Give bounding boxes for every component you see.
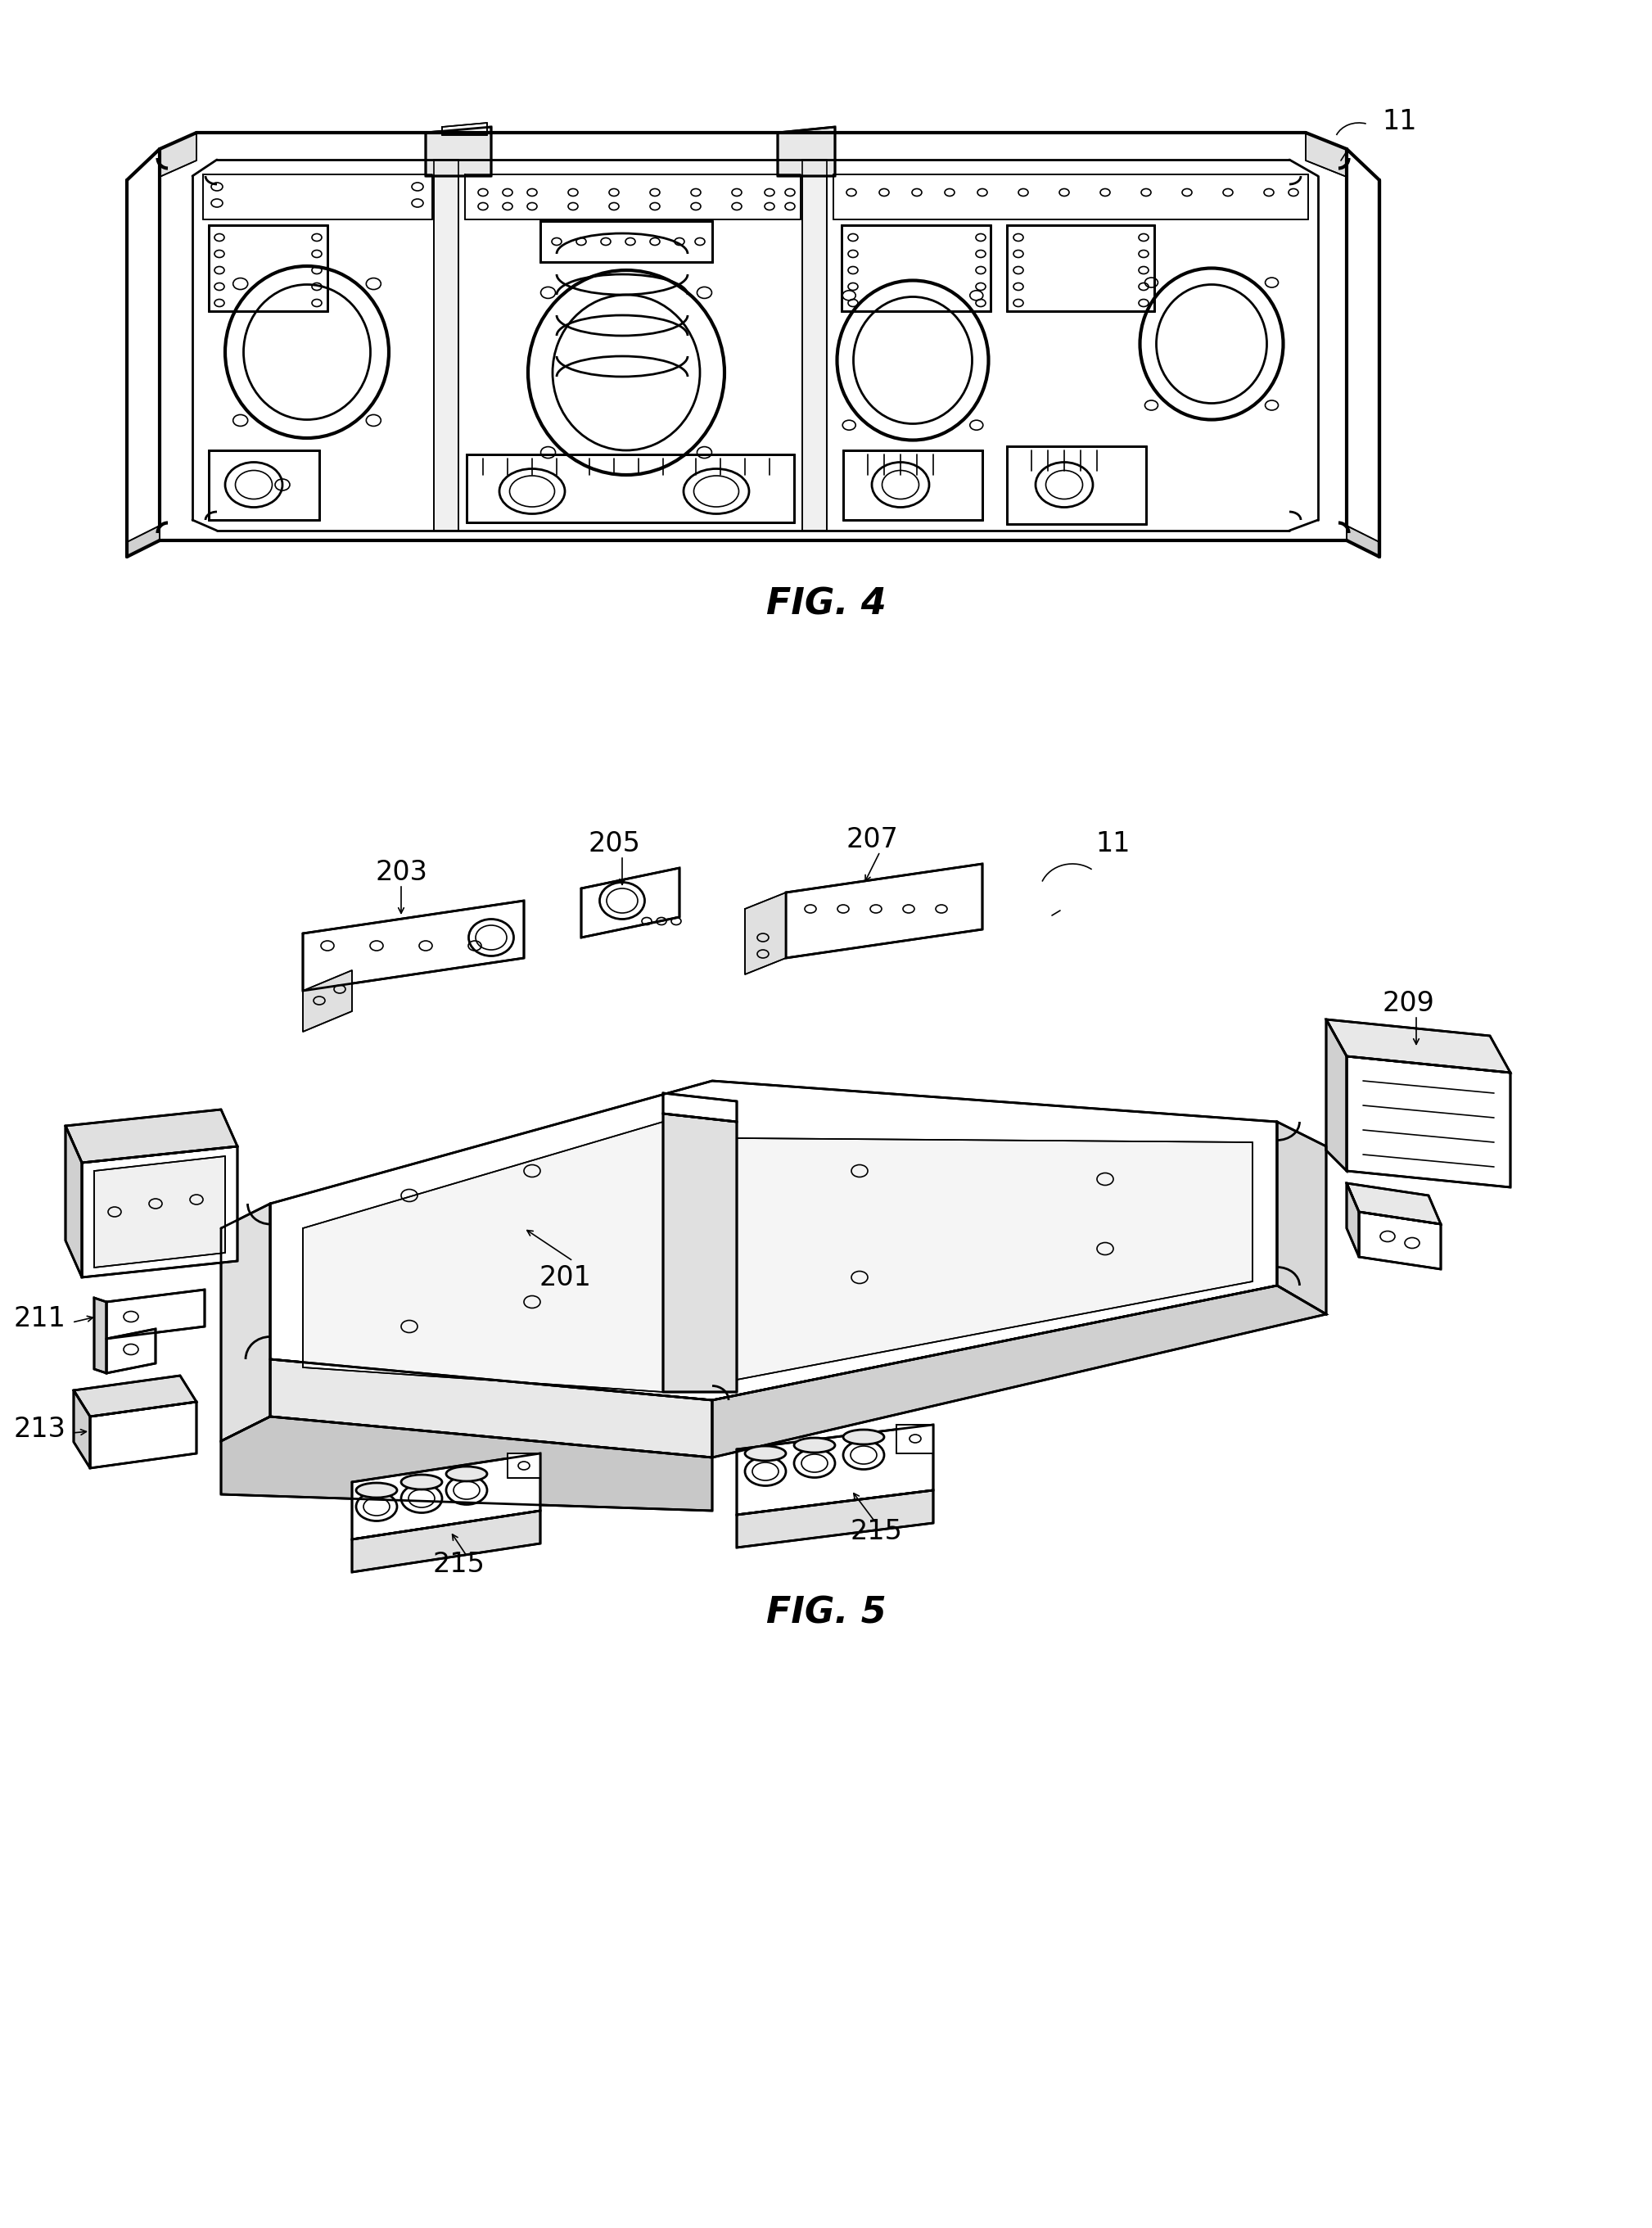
Polygon shape [106,1328,155,1372]
Ellipse shape [843,1430,884,1444]
Polygon shape [540,221,712,263]
Polygon shape [1360,1212,1441,1270]
Polygon shape [1305,134,1346,176]
Polygon shape [74,1375,197,1417]
Ellipse shape [745,1446,786,1462]
Polygon shape [352,1511,540,1573]
Polygon shape [91,1401,197,1468]
Polygon shape [897,1424,933,1453]
Text: 211: 211 [13,1306,66,1332]
Polygon shape [712,1286,1327,1457]
Polygon shape [352,1453,540,1540]
Text: 11: 11 [1383,107,1417,134]
Polygon shape [1277,1121,1327,1315]
Polygon shape [271,1359,712,1457]
Polygon shape [1346,526,1379,557]
Polygon shape [434,160,459,530]
Polygon shape [94,1299,106,1372]
Polygon shape [106,1290,205,1339]
Text: 203: 203 [375,858,428,885]
Polygon shape [786,864,983,958]
Polygon shape [841,225,991,312]
Text: 215: 215 [849,1517,902,1544]
Polygon shape [302,900,524,991]
Polygon shape [466,455,795,521]
Polygon shape [662,1114,737,1392]
Polygon shape [582,869,679,938]
Text: 209: 209 [1383,989,1434,1016]
Polygon shape [737,1424,933,1515]
Ellipse shape [357,1484,396,1497]
Polygon shape [94,1156,225,1268]
Polygon shape [74,1390,91,1468]
Polygon shape [203,174,433,218]
Polygon shape [1346,1183,1441,1223]
Polygon shape [745,893,786,974]
Polygon shape [83,1147,238,1277]
Text: 207: 207 [846,827,899,853]
Polygon shape [426,127,491,176]
Polygon shape [737,1491,933,1548]
Polygon shape [843,450,983,519]
Polygon shape [778,127,834,176]
Polygon shape [160,134,197,176]
Polygon shape [66,1110,238,1163]
Polygon shape [1346,1056,1510,1188]
Text: 215: 215 [433,1551,484,1577]
Text: 205: 205 [588,829,639,858]
Polygon shape [1008,225,1155,312]
Polygon shape [803,160,826,530]
Ellipse shape [446,1466,487,1482]
Polygon shape [737,1139,1252,1379]
Polygon shape [302,971,352,1032]
Text: FIG. 4: FIG. 4 [767,586,885,622]
Polygon shape [271,1081,1277,1399]
Polygon shape [208,450,319,519]
Text: 11: 11 [1095,829,1130,858]
Polygon shape [208,225,327,312]
Polygon shape [1346,1183,1360,1257]
Text: 213: 213 [13,1415,66,1442]
Polygon shape [443,123,487,136]
Ellipse shape [795,1437,834,1453]
Text: 201: 201 [539,1263,591,1290]
Polygon shape [221,1417,712,1511]
Polygon shape [221,1203,271,1442]
Polygon shape [1327,1020,1510,1072]
Polygon shape [464,174,801,218]
Polygon shape [662,1094,737,1121]
Polygon shape [1008,446,1146,524]
Polygon shape [66,1125,83,1277]
Polygon shape [127,526,160,557]
Text: FIG. 5: FIG. 5 [767,1595,885,1631]
Polygon shape [1327,1020,1346,1172]
Polygon shape [833,174,1308,218]
Polygon shape [507,1453,540,1477]
Polygon shape [302,1121,662,1392]
Ellipse shape [401,1475,443,1491]
